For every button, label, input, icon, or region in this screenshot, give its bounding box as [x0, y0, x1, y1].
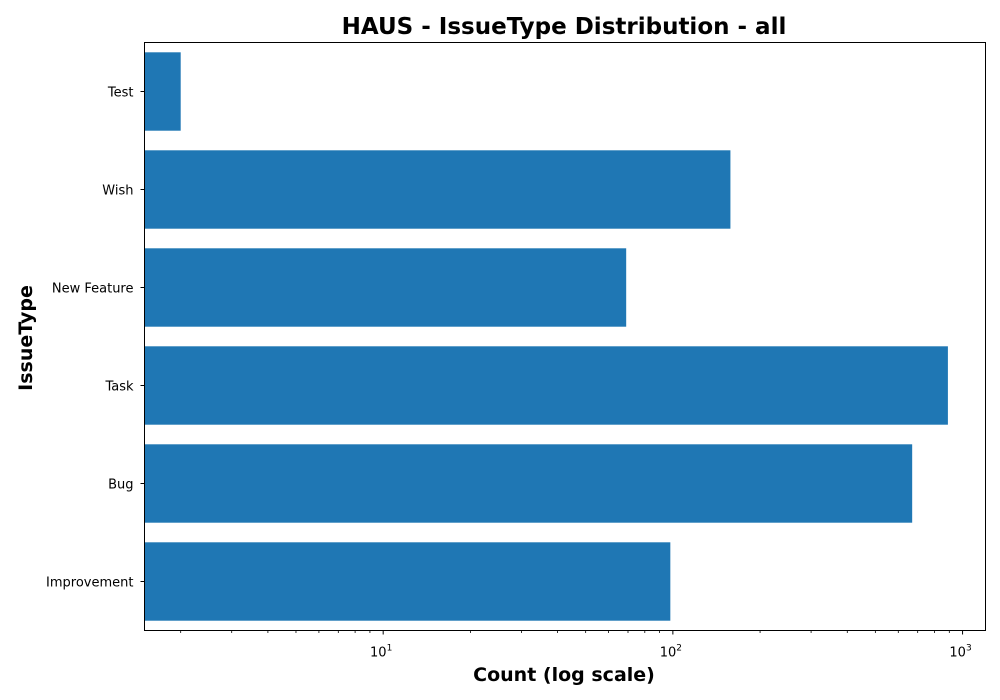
bar-wish — [144, 150, 731, 229]
bars-group — [144, 52, 948, 621]
x-tick-label: 101 — [370, 644, 392, 661]
y-ticks-group: Improvement Bug Task New Feature Wish Test — [46, 86, 145, 591]
x-tick-label: 103 — [949, 644, 971, 661]
bar-new-feature — [144, 248, 627, 327]
y-tick-label: Task — [104, 380, 134, 395]
x-ticks-group: 101 102 103 — [180, 630, 972, 661]
chart-title: HAUS - IssueType Distribution - all — [342, 14, 787, 40]
y-axis-label: IssueType — [15, 285, 37, 391]
y-tick-label: Wish — [102, 184, 133, 199]
plot-frame — [144, 42, 986, 631]
y-tick-label: New Feature — [52, 282, 134, 297]
y-tick-label: Improvement — [46, 576, 133, 591]
x-axis-label: Count (log scale) — [473, 664, 655, 686]
y-tick-label: Test — [107, 86, 134, 101]
x-tick-label: 102 — [660, 644, 682, 661]
y-tick-label: Bug — [108, 478, 133, 493]
bar-task — [144, 346, 948, 425]
bar-test — [144, 52, 181, 131]
bar-improvement — [144, 542, 671, 621]
bar-bug — [144, 444, 913, 523]
